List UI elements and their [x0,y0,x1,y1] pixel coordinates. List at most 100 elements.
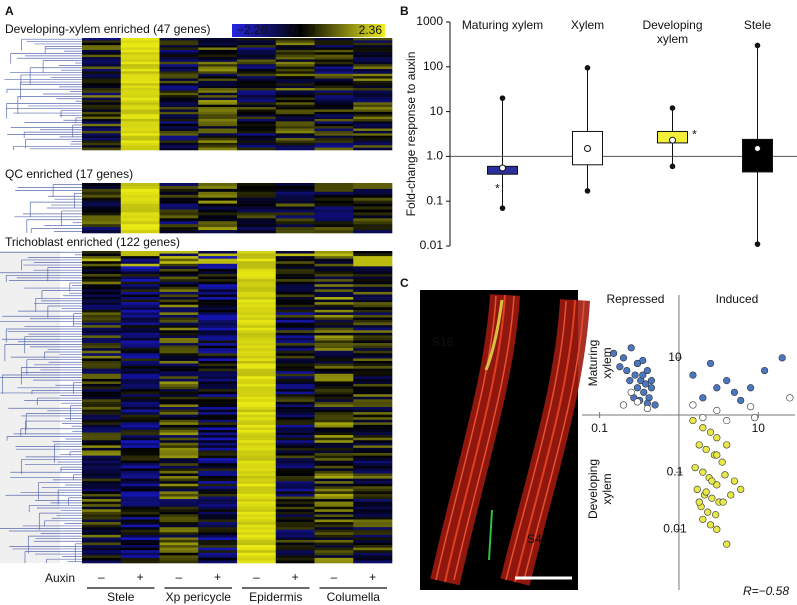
heatmap-cell [159,542,199,546]
heatmap-cell [237,486,277,490]
heatmap-cell [159,511,199,515]
heatmap-cell [198,147,238,151]
point [730,388,739,396]
heatmap-cell [275,340,315,344]
heatmap-cell [82,550,122,554]
heatmap-cell [159,381,199,385]
heatmap-cell [120,297,160,300]
heatmap-cell [353,274,393,277]
heatmap-cell [314,360,354,364]
heatmap-cell [120,383,160,387]
heatmap-cell [353,80,393,84]
heatmap-cell [159,335,199,339]
heatmap-cell [120,529,160,533]
heatmap-cell [159,432,199,436]
heatmap-cell [314,42,354,46]
heatmap-cell [237,276,277,280]
heatmap-cell [120,378,160,382]
heatmap-cell [198,401,238,405]
heatmap-cell [314,414,354,418]
heatmap-cell [275,447,315,451]
heatmap-cell [353,209,393,213]
heatmap-cell [237,353,277,357]
heatmap-cell [275,111,315,115]
heatmap-cell [198,368,238,372]
heatmap-cell [353,345,393,349]
heatmap-cell [198,135,238,139]
heatmap-cell [353,320,393,323]
heatmap-cell [159,80,199,84]
heatmap-cell [275,527,315,531]
heatmap-cell [120,218,160,222]
heatmap-cell [353,343,393,346]
heatmap-cell [159,78,199,82]
heatmap-cell [237,496,277,500]
heatmap-cell [120,394,160,398]
heatmap-cell [198,468,238,472]
heatmap-cell [237,138,277,141]
heatmap-cell [120,142,160,146]
heatmap-cell [353,350,393,354]
heatmap-cell [82,142,122,146]
heatmap-cell [353,218,393,222]
heatmap-cell [159,481,199,485]
heatmap-cell [120,68,160,72]
heatmap-cell [159,54,199,58]
heatmap-cell [314,532,354,536]
heatmap-cell [120,145,160,148]
heatmap-cell [353,501,393,505]
heatmap-cell [314,230,354,234]
heatmap-cell [275,371,315,375]
heatmap-cell [198,90,238,94]
heatmap-cell [120,224,160,228]
heatmap-cell [314,57,354,60]
heatmap-cell [237,381,277,385]
heatmap-cell [82,123,122,127]
heatmap-cell [237,358,277,362]
heatmap-cell [159,514,199,518]
image-label: S4 [527,532,542,546]
heatmap-cell [120,209,160,213]
heatmap-cell [159,227,199,231]
heatmap-cell [82,119,122,122]
heatmap-cell [159,460,199,464]
root-image [420,290,590,590]
heatmap-cell [314,302,354,306]
heatmap-cell [82,263,122,267]
heatmap-cell [159,468,199,472]
heatmap-cell [353,57,393,60]
heatmap-cell [275,511,315,515]
heatmap-cell [82,552,122,556]
heatmap-cell [314,381,354,385]
heatmap-cell [120,555,160,559]
heatmap-cell [275,496,315,500]
heatmap-cell [353,185,393,190]
heatmap-cell [82,73,122,77]
heatmap-cell [237,514,277,518]
heatmap-cell [275,102,315,106]
heatmap-cell [275,294,315,298]
treatment: – [176,570,183,584]
heatmap-cell [159,123,199,127]
heatmap-cell [275,343,315,346]
heatmap-cell [198,302,238,306]
heatmap-cell [237,432,277,436]
heatmap-cell [237,473,277,477]
heatmap-cell [120,524,160,528]
heatmap-cell [353,92,393,96]
scale-label: −2.26 [237,23,268,37]
heatmap-cell [314,147,354,151]
heatmap-cell [82,188,122,193]
heatmap-cell [82,437,122,441]
point [708,477,716,485]
heatmap-cell [82,516,122,520]
heatmap-cell [120,191,160,196]
heatmap-cell [314,496,354,500]
heatmap-cell [159,271,199,275]
heatmap-cell [353,463,393,467]
heatmap-cell [314,453,354,456]
heatmap-cell [198,102,238,106]
heatmap-cell [353,516,393,520]
heatmap-cell [314,66,354,70]
heatmap-cell [120,330,160,334]
